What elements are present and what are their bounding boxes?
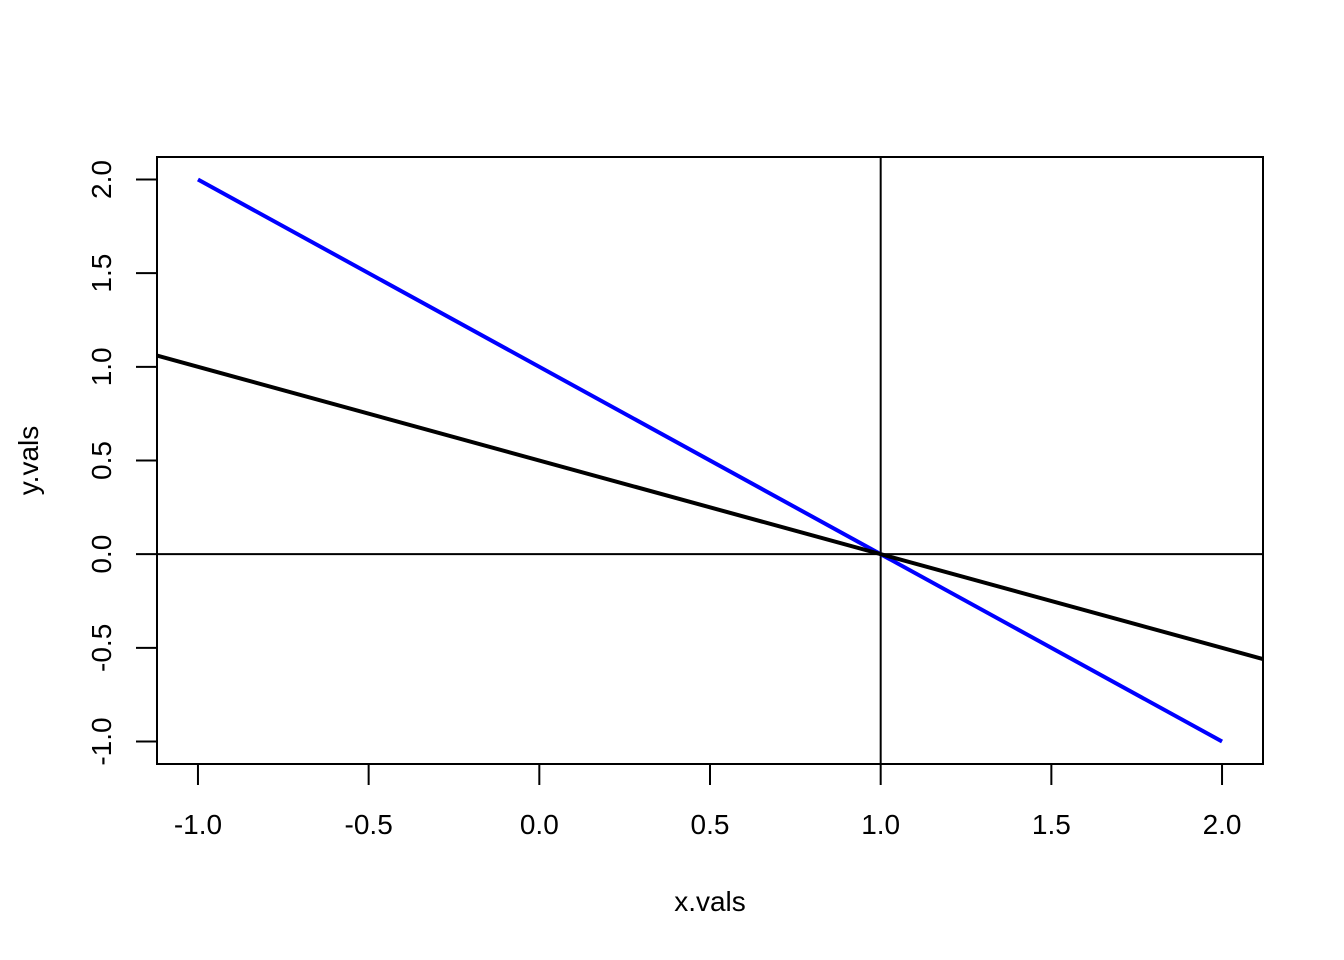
y-axis: -1.0 -0.5 0.0 0.5 1.0 1.5 2.0 [86, 160, 158, 766]
series-line-2 [157, 353, 1263, 662]
x-tick-label: 1.0 [861, 809, 900, 840]
x-tick-label: -1.0 [174, 809, 222, 840]
series-line-1 [197, 177, 1223, 744]
x-tick-label: 2.0 [1203, 809, 1242, 840]
y-axis-label: y.vals [13, 426, 44, 496]
x-tick-label: 1.5 [1032, 809, 1071, 840]
y-tick-label: -1.0 [86, 717, 117, 765]
x-tick-label: -0.5 [345, 809, 393, 840]
x-axis: -1.0 -0.5 0.0 0.5 1.0 1.5 2.0 [174, 763, 1242, 840]
y-tick-label: 1.5 [86, 254, 117, 293]
x-tick-label: 0.5 [691, 809, 730, 840]
y-tick-label: 0.0 [86, 535, 117, 574]
series-lines [157, 177, 1263, 744]
y-tick-label: 1.0 [86, 347, 117, 386]
y-tick-label: 0.5 [86, 441, 117, 480]
reference-lines [157, 157, 1263, 764]
y-tick-label: -0.5 [86, 624, 117, 672]
x-tick-label: 0.0 [520, 809, 559, 840]
y-tick-label: 2.0 [86, 160, 117, 199]
x-axis-label: x.vals [674, 886, 746, 917]
